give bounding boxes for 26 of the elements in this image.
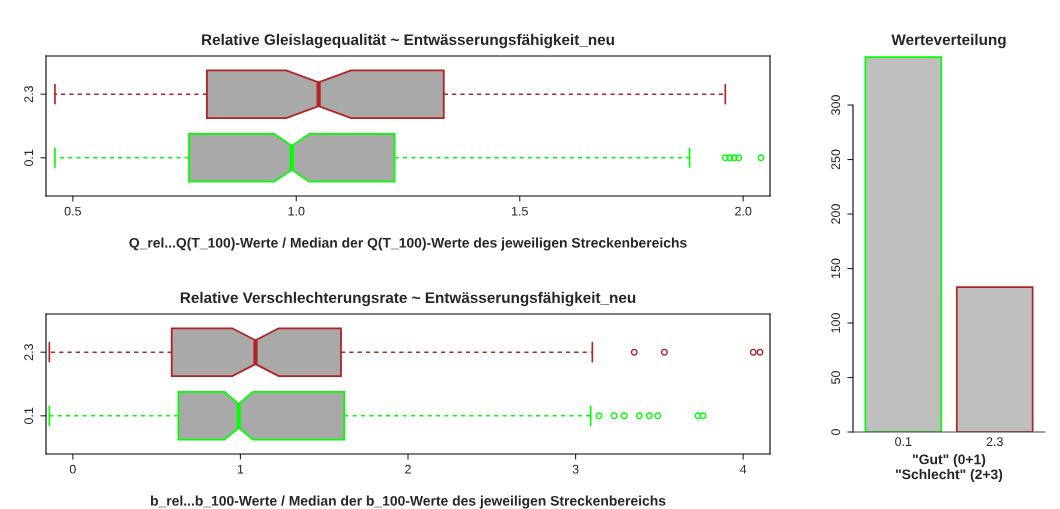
chart-title: Werteverteilung [891, 33, 1006, 49]
y-tick-label: 0 [831, 429, 841, 435]
chart-title: Relative Verschlechterungsrate ~ Entwässerungsfähigkeit_neu [180, 291, 636, 307]
x-tick-label: 2.0 [735, 206, 752, 216]
y-tick-label: 100 [831, 313, 841, 333]
y-tick-label: 250 [831, 149, 841, 170]
y-tick-label: 200 [831, 204, 841, 224]
y-tick-label: 0.1 [24, 149, 34, 167]
x-axis-title: b_rel...b_100-Werte / Median der b_100-Werte des jeweiligen Streckenbereichs [150, 495, 666, 509]
x-tick-label: 1.5 [511, 206, 528, 216]
y-tick-label: 2.3 [24, 86, 34, 103]
y-tick-label: 50 [831, 371, 841, 384]
x-tick-label: 4 [740, 464, 747, 474]
x-tick-label: 2 [405, 464, 411, 474]
x-axis-title: Q_rel...Q(T_100)-Werte / Median der Q(T_100)-Werte des jeweiligen Streckenbereichs [129, 237, 687, 251]
chart-title: Relative Gleislagequalität ~ Entwässerungsfähigkeit_neu [202, 33, 614, 49]
x-tick-label: 1.0 [288, 206, 305, 216]
x-tick-label: 0.5 [64, 206, 81, 216]
y-tick-label: 150 [831, 258, 841, 278]
x-axis-title: "Gut" (0+1) "Schlecht" (2+3) [896, 454, 1003, 482]
x-tick-label: 1 [237, 464, 244, 474]
x-tick-label: 3 [572, 464, 579, 474]
x-tick-label: 0 [69, 464, 76, 474]
y-tick-label: 300 [831, 95, 841, 115]
y-tick-label: 2.3 [24, 344, 34, 361]
y-tick-label: 0.1 [24, 407, 34, 425]
